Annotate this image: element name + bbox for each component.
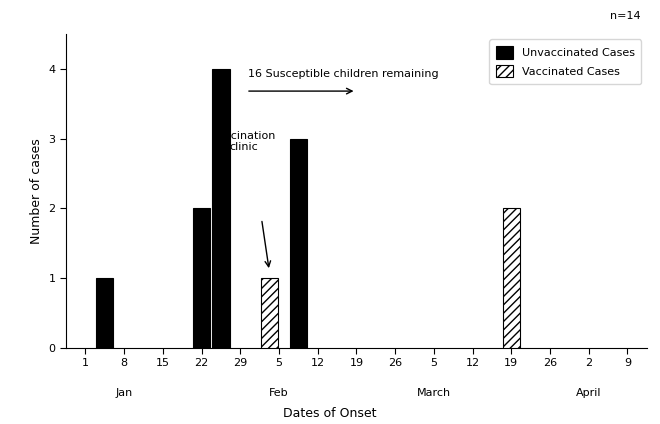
Bar <box>193 208 211 348</box>
Text: Vaccination
clinic: Vaccination clinic <box>212 131 277 153</box>
Text: Feb: Feb <box>269 388 289 399</box>
Text: April: April <box>576 388 601 399</box>
Text: 16 Susceptible children remaining: 16 Susceptible children remaining <box>248 69 439 79</box>
Text: Dates of Onset: Dates of Onset <box>283 407 377 420</box>
Bar <box>502 208 520 348</box>
Legend: Unvaccinated Cases, Vaccinated Cases: Unvaccinated Cases, Vaccinated Cases <box>489 39 642 84</box>
Bar <box>212 69 230 348</box>
Text: March: March <box>416 388 451 399</box>
Bar <box>261 278 278 348</box>
Text: n=14: n=14 <box>610 11 641 21</box>
Bar <box>290 139 307 348</box>
Text: Jan: Jan <box>115 388 133 399</box>
Y-axis label: Number of cases: Number of cases <box>30 138 43 244</box>
Bar <box>96 278 114 348</box>
